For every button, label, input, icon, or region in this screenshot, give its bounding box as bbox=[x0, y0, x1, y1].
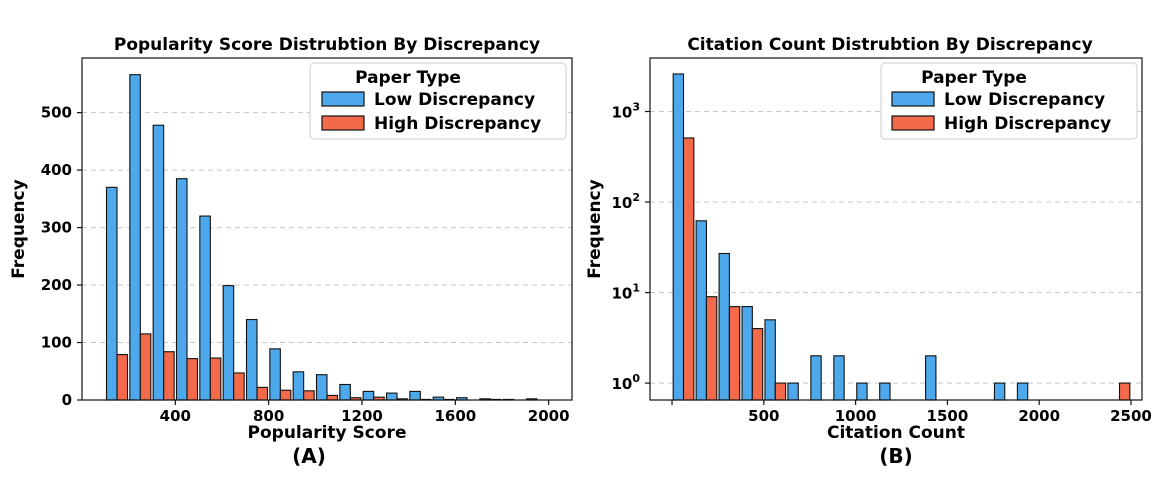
bar-low-a bbox=[245, 318, 258, 401]
y-tick-label-a: 200 bbox=[41, 276, 72, 294]
chart-citation-count: 500 1000 1500 2000 2500 100 101 102 103 Citation… bbox=[585, 35, 1152, 468]
x-tick-label-a: 1600 bbox=[434, 407, 476, 425]
legend-b: Paper Type Low Discrepancy High Discrepa… bbox=[880, 62, 1138, 140]
x-tick-label-b: 1500 bbox=[927, 407, 969, 425]
bar-high-b bbox=[705, 296, 718, 401]
bar-low-b bbox=[718, 252, 730, 401]
bar-low-a bbox=[362, 390, 375, 401]
bar-low-a bbox=[339, 383, 351, 401]
bar-low-b bbox=[856, 382, 868, 401]
bar-low-a bbox=[152, 124, 165, 401]
bar-high-b bbox=[1118, 382, 1131, 401]
x-tick-label-b: 2000 bbox=[1018, 407, 1060, 425]
panel-label-a: (A) bbox=[292, 444, 326, 468]
bar-low-a bbox=[175, 178, 188, 401]
bar-high-a bbox=[209, 357, 222, 401]
bar-low-b bbox=[695, 220, 708, 401]
y-tick-label-b: 101 bbox=[611, 282, 640, 303]
bar-high-a bbox=[139, 333, 152, 401]
y-axis-label-a: Frequency bbox=[9, 179, 29, 279]
legend-swatch-low-b bbox=[891, 91, 935, 107]
legend-label-low-b: Low Discrepancy bbox=[944, 90, 1105, 110]
bar-low-b bbox=[993, 382, 1006, 401]
bar-low-b bbox=[764, 319, 776, 401]
y-tick-label-a: 400 bbox=[41, 161, 72, 179]
y-tick-label-a: 0 bbox=[62, 391, 72, 409]
bar-high-b bbox=[751, 328, 764, 401]
legend-title-a: Paper Type bbox=[355, 68, 461, 88]
chart-title-b: Citation Count Distrubtion By Discrepanc… bbox=[687, 35, 1092, 55]
bar-low-b bbox=[787, 382, 799, 401]
axes-frame-a bbox=[81, 57, 573, 401]
y-tick-label-b: 103 bbox=[611, 101, 640, 122]
bar-low-a bbox=[105, 186, 118, 401]
legend-label-high-b: High Discrepancy bbox=[944, 114, 1111, 134]
y-tick-label-b: 100 bbox=[611, 372, 640, 393]
chart-popularity-score: 400 800 1200 1600 2000 0 100 200 300 400 500 Popul… bbox=[9, 35, 573, 468]
chart-title-a: Popularity Score Distrubtion By Discrepa… bbox=[114, 35, 540, 55]
legend-box-b bbox=[880, 62, 1138, 140]
y-axis-label-b: Frequency bbox=[585, 179, 605, 279]
bar-low-b bbox=[879, 382, 891, 401]
ticks-b: 500 1000 1500 2000 2500 100 101 102 103 bbox=[611, 101, 1151, 425]
bar-low-b bbox=[810, 355, 822, 401]
bar-low-a bbox=[269, 348, 281, 401]
x-tick-label-b: 500 bbox=[748, 407, 779, 425]
bar-high-a bbox=[163, 351, 175, 401]
bar-low-b bbox=[1016, 382, 1029, 401]
bar-high-b bbox=[682, 137, 695, 401]
bar-low-b bbox=[833, 355, 845, 401]
bar-high-b bbox=[728, 306, 741, 401]
x-tick-label-a: 2000 bbox=[528, 407, 570, 425]
bar-high-a bbox=[233, 372, 245, 401]
bar-low-a bbox=[385, 392, 398, 401]
bar-high-a bbox=[279, 389, 292, 401]
ticks-a: 400 800 1200 1600 2000 0 100 200 300 400 500 bbox=[41, 104, 570, 425]
bar-low-b bbox=[925, 355, 937, 401]
legend-title-b: Paper Type bbox=[921, 68, 1027, 88]
y-tick-label-a: 300 bbox=[41, 219, 72, 237]
x-tick-label-b: 1000 bbox=[835, 407, 877, 425]
x-tick-label-a: 400 bbox=[160, 407, 191, 425]
legend-a: Paper Type Low Discrepancy High Discrepa… bbox=[309, 62, 567, 140]
y-tick-label-b: 102 bbox=[611, 191, 640, 212]
bar-low-a bbox=[292, 371, 305, 401]
y-tick-label-a: 500 bbox=[41, 104, 72, 122]
axes-frame-b bbox=[649, 57, 1143, 401]
bar-low-a bbox=[199, 215, 211, 401]
legend-swatch-high-a bbox=[321, 115, 365, 131]
x-axis-label-b: Citation Count bbox=[827, 423, 965, 443]
bars-b bbox=[672, 73, 1131, 401]
x-tick-label-a: 1200 bbox=[341, 407, 383, 425]
x-axis-label-a: Popularity Score bbox=[248, 423, 407, 443]
legend-swatch-low-a bbox=[321, 91, 365, 107]
bar-high-a bbox=[303, 390, 315, 401]
bar-high-b bbox=[774, 382, 787, 401]
bar-low-a bbox=[129, 74, 141, 401]
panel-label-b: (B) bbox=[879, 444, 913, 468]
bar-low-a bbox=[222, 285, 235, 401]
legend-label-low-a: Low Discrepancy bbox=[374, 90, 535, 110]
bar-high-a bbox=[326, 394, 339, 401]
legend-label-high-a: High Discrepancy bbox=[374, 114, 541, 134]
bar-low-b bbox=[672, 73, 685, 401]
x-tick-label-a: 800 bbox=[253, 407, 284, 425]
bar-low-b bbox=[741, 306, 753, 401]
x-tick-label-b: 2500 bbox=[1110, 407, 1152, 425]
bar-low-a bbox=[409, 390, 421, 401]
legend-swatch-high-b bbox=[891, 115, 935, 131]
bar-high-a bbox=[116, 354, 129, 401]
bar-low-a bbox=[315, 374, 328, 401]
bar-high-a bbox=[186, 358, 199, 401]
y-tick-label-a: 100 bbox=[41, 334, 72, 352]
legend-box-a bbox=[309, 62, 567, 140]
bar-high-a bbox=[256, 386, 269, 401]
